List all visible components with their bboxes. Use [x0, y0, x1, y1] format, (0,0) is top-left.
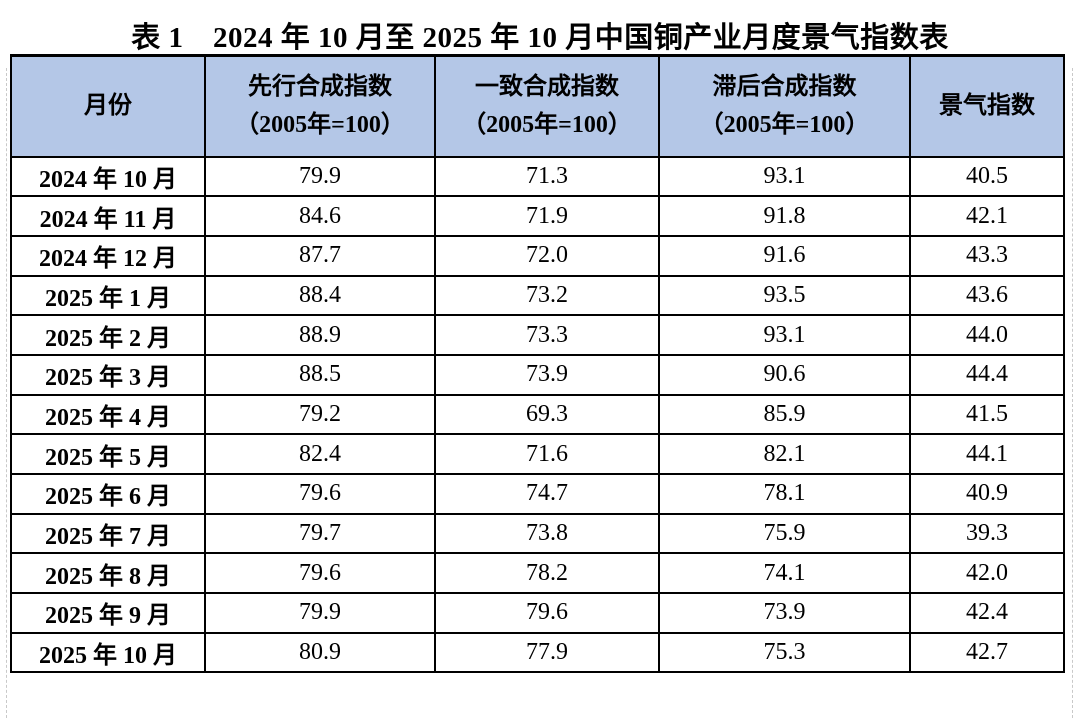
table-row: 2024 年 11 月 84.6 71.9 91.8 42.1: [10, 195, 1065, 237]
table-row: 2024 年 12 月 87.7 72.0 91.6 43.3: [10, 234, 1065, 277]
lagging-value-cell: 75.3: [658, 631, 911, 674]
coincident-value-cell: 78.2: [434, 552, 660, 595]
leading-value-cell: 84.6: [204, 195, 436, 237]
column-header-label: 景气指数: [939, 93, 1035, 120]
month-cell: 2025 年 10 月: [10, 631, 206, 674]
coincident-value-cell: 69.3: [434, 393, 660, 436]
boom-value-cell: 43.3: [909, 234, 1065, 277]
boom-value-cell: 42.1: [909, 195, 1065, 237]
column-header-sublabel: （2005年=100）: [235, 112, 405, 139]
lagging-value-cell: 82.1: [658, 433, 911, 475]
table-row: 2025 年 8 月 79.6 78.2 74.1 42.0: [10, 552, 1065, 595]
month-cell: 2025 年 8 月: [10, 552, 206, 595]
boom-value-cell: 39.3: [909, 512, 1065, 555]
month-cell: 2025 年 9 月: [10, 592, 206, 634]
month-cell: 2024 年 10 月: [10, 155, 206, 198]
coincident-value-cell: 73.8: [434, 512, 660, 555]
leading-value-cell: 79.7: [204, 512, 436, 555]
column-header-label: 先行合成指数: [248, 74, 392, 101]
coincident-value-cell: 73.2: [434, 274, 660, 317]
coincident-value-cell: 79.6: [434, 592, 660, 634]
table-row: 2025 年 2 月 88.9 73.3 93.1 44.0: [10, 314, 1065, 356]
leading-value-cell: 79.2: [204, 393, 436, 436]
month-cell: 2025 年 7 月: [10, 512, 206, 555]
leading-value-cell: 82.4: [204, 433, 436, 475]
boom-value-cell: 44.0: [909, 314, 1065, 356]
coincident-value-cell: 77.9: [434, 631, 660, 674]
lagging-value-cell: 90.6: [658, 353, 911, 396]
month-cell: 2024 年 12 月: [10, 234, 206, 277]
leading-value-cell: 79.9: [204, 155, 436, 198]
boom-value-cell: 43.6: [909, 274, 1065, 317]
lagging-value-cell: 93.1: [658, 314, 911, 356]
boom-value-cell: 41.5: [909, 393, 1065, 436]
boom-value-cell: 42.4: [909, 592, 1065, 634]
column-header-leading: 先行合成指数 （2005年=100）: [204, 54, 436, 158]
lagging-value-cell: 73.9: [658, 592, 911, 634]
leading-value-cell: 80.9: [204, 631, 436, 674]
table-row: 2025 年 6 月 79.6 74.7 78.1 40.9: [10, 473, 1065, 515]
leading-value-cell: 88.4: [204, 274, 436, 317]
column-header-sublabel: （2005年=100）: [699, 112, 870, 139]
column-header-label: 月份: [84, 93, 132, 120]
boom-value-cell: 42.7: [909, 631, 1065, 674]
text-boundary-line-right: [1072, 68, 1073, 718]
lagging-value-cell: 78.1: [658, 473, 911, 515]
table-row: 2025 年 10 月 80.9 77.9 75.3 42.7: [10, 631, 1065, 674]
leading-value-cell: 88.5: [204, 353, 436, 396]
boom-value-cell: 40.9: [909, 473, 1065, 515]
month-cell: 2025 年 5 月: [10, 433, 206, 475]
coincident-value-cell: 71.9: [434, 195, 660, 237]
table-body: 2024 年 10 月 79.9 71.3 93.1 40.5 2024 年 11 月 84…: [10, 155, 1065, 674]
coincident-value-cell: 74.7: [434, 473, 660, 515]
column-header-label: 滞后合成指数: [712, 74, 857, 101]
lagging-value-cell: 75.9: [658, 512, 911, 555]
boom-value-cell: 40.5: [909, 155, 1065, 198]
column-header-month: 月份: [10, 54, 206, 158]
column-header-boom: 景气指数: [909, 54, 1065, 158]
boom-value-cell: 44.1: [909, 433, 1065, 475]
boom-value-cell: 42.0: [909, 552, 1065, 595]
boom-value-cell: 44.4: [909, 353, 1065, 396]
header-row: 月份 先行合成指数 （2005年=100） 一致合成指数 （2005年=100） 滞后合成…: [10, 54, 1065, 158]
lagging-value-cell: 91.6: [658, 234, 911, 277]
coincident-value-cell: 71.3: [434, 155, 660, 198]
table-title: 表 1 2024 年 10 月至 2025 年 10 月中国铜产业月度景气指数表: [131, 22, 949, 54]
month-cell: 2025 年 6 月: [10, 473, 206, 515]
table-row: 2025 年 1 月 88.4 73.2 93.5 43.6: [10, 274, 1065, 317]
lagging-value-cell: 93.1: [658, 155, 911, 198]
table-row: 2025 年 3 月 88.5 73.9 90.6 44.4: [10, 353, 1065, 396]
column-header-lagging: 滞后合成指数 （2005年=100）: [658, 54, 911, 158]
table-row: 2025 年 9 月 79.9 79.6 73.9 42.4: [10, 592, 1065, 634]
table-row: 2025 年 5 月 82.4 71.6 82.1 44.1: [10, 433, 1065, 475]
month-cell: 2025 年 1 月: [10, 274, 206, 317]
month-cell: 2024 年 11 月: [10, 195, 206, 237]
table-row: 2024 年 10 月 79.9 71.3 93.1 40.5: [10, 155, 1065, 198]
lagging-value-cell: 93.5: [658, 274, 911, 317]
leading-value-cell: 79.6: [204, 552, 436, 595]
column-header-sublabel: （2005年=100）: [462, 112, 632, 139]
coincident-value-cell: 73.3: [434, 314, 660, 356]
lagging-value-cell: 85.9: [658, 393, 911, 436]
month-cell: 2025 年 2 月: [10, 314, 206, 356]
leading-value-cell: 79.6: [204, 473, 436, 515]
coincident-value-cell: 72.0: [434, 234, 660, 277]
leading-value-cell: 87.7: [204, 234, 436, 277]
column-header-coincident: 一致合成指数 （2005年=100）: [434, 54, 660, 158]
coincident-value-cell: 71.6: [434, 433, 660, 475]
coincident-value-cell: 73.9: [434, 353, 660, 396]
leading-value-cell: 79.9: [204, 592, 436, 634]
table-row: 2025 年 4 月 79.2 69.3 85.9 41.5: [10, 393, 1065, 436]
leading-value-cell: 88.9: [204, 314, 436, 356]
month-cell: 2025 年 3 月: [10, 353, 206, 396]
lagging-value-cell: 91.8: [658, 195, 911, 237]
lagging-value-cell: 74.1: [658, 552, 911, 595]
month-cell: 2025 年 4 月: [10, 393, 206, 436]
column-header-label: 一致合成指数: [475, 74, 619, 101]
text-boundary-line-left: [6, 68, 7, 718]
copper-index-table: 月份 先行合成指数 （2005年=100） 一致合成指数 （2005年=100） 滞后合成…: [10, 54, 1065, 674]
table-row: 2025 年 7 月 79.7 73.8 75.9 39.3: [10, 512, 1065, 555]
